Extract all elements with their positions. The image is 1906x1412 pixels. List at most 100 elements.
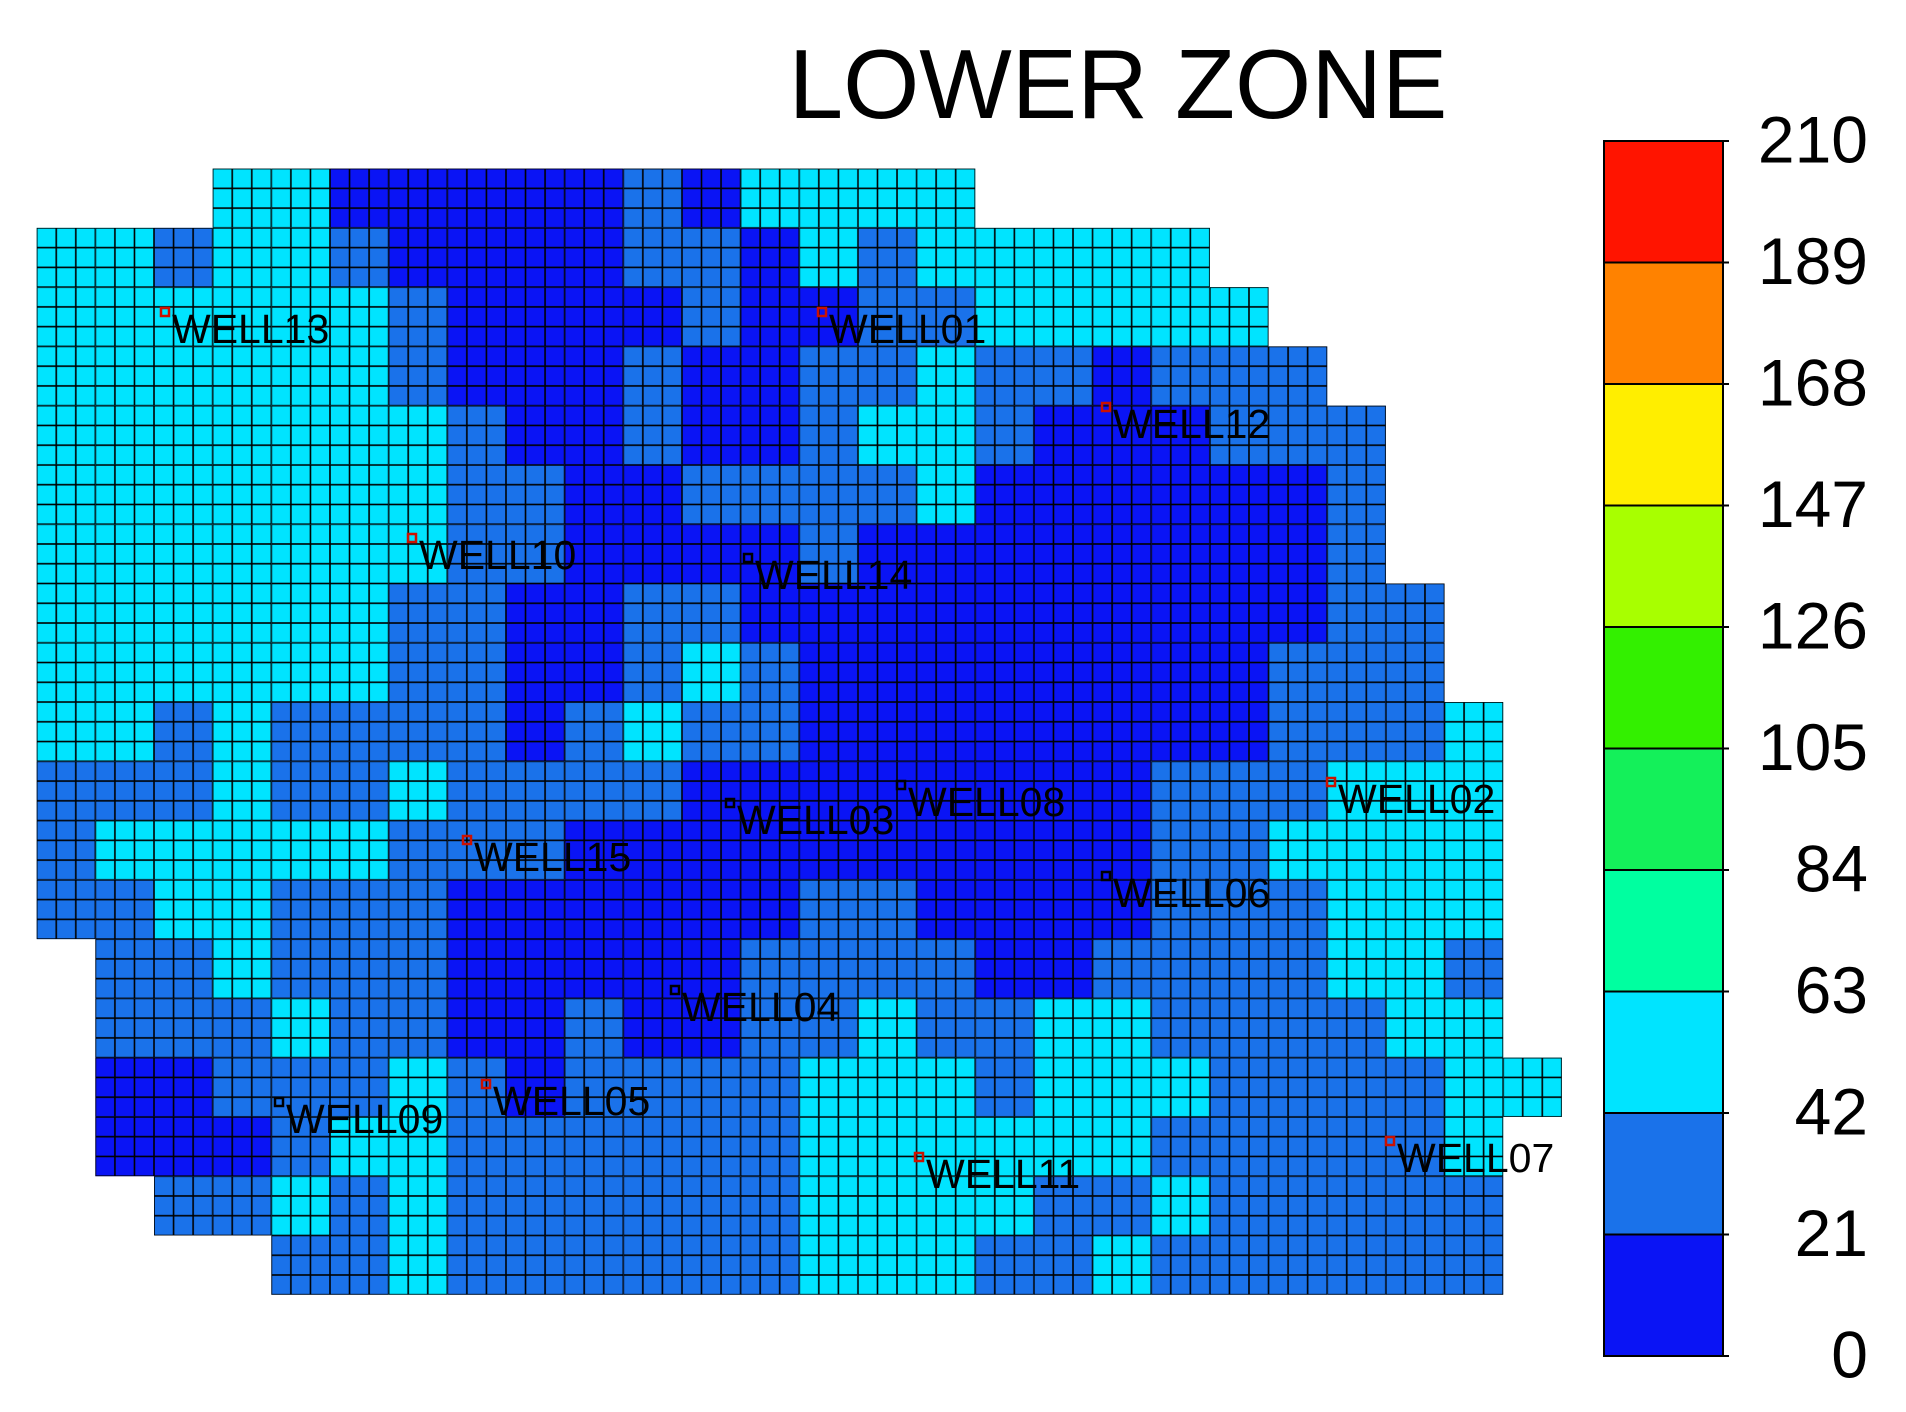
- cell-mesh: [271, 464, 330, 525]
- cell-mesh: [1092, 227, 1152, 288]
- cell-mesh: [330, 346, 389, 406]
- cell-mesh: [1444, 879, 1504, 940]
- cell-mesh: [95, 998, 155, 1058]
- cell-mesh: [1033, 1057, 1093, 1117]
- cell-mesh: [799, 1235, 858, 1295]
- cell-mesh: [740, 939, 800, 999]
- cell-mesh: [388, 939, 448, 999]
- well-marker: [742, 552, 754, 564]
- cell-mesh: [1385, 642, 1445, 703]
- colorbar-segment: [1603, 1112, 1724, 1236]
- cell-mesh: [36, 287, 96, 347]
- cell-mesh: [623, 1176, 682, 1236]
- cell-mesh: [1327, 761, 1386, 821]
- cell-mesh: [330, 227, 389, 288]
- well-label: WELL02: [1338, 776, 1495, 822]
- cell-mesh: [1033, 1235, 1093, 1295]
- cell-mesh: [212, 346, 272, 406]
- cell-mesh: [212, 405, 272, 465]
- cell-mesh: [1033, 287, 1093, 347]
- colorbar-segment: [1603, 140, 1724, 264]
- cell-mesh: [681, 998, 741, 1058]
- well-marker: [1100, 870, 1112, 882]
- cell-mesh: [95, 227, 155, 288]
- well-marker: [1384, 1135, 1396, 1147]
- cell-mesh: [447, 642, 506, 703]
- cell-mesh: [1092, 642, 1152, 703]
- colorbar-segment: [1603, 626, 1724, 750]
- cell-mesh: [154, 405, 213, 465]
- cell-mesh: [1385, 1235, 1445, 1295]
- cell-mesh: [95, 939, 155, 999]
- cell-mesh: [1151, 761, 1210, 821]
- cell-mesh: [505, 287, 565, 347]
- cell-mesh: [1268, 998, 1328, 1058]
- cell-mesh: [1327, 464, 1386, 525]
- cell-mesh: [740, 583, 800, 643]
- cell-mesh: [975, 227, 1034, 288]
- cell-mesh: [740, 1116, 800, 1177]
- cell-mesh: [505, 346, 565, 406]
- cell-mesh: [271, 820, 330, 880]
- cell-mesh: [154, 1176, 213, 1236]
- cell-mesh: [681, 583, 741, 643]
- cell-mesh: [681, 287, 741, 347]
- cell-mesh: [857, 1235, 917, 1295]
- cell-mesh: [1092, 583, 1152, 643]
- cell-mesh: [1444, 1057, 1504, 1117]
- cell-mesh: [271, 287, 330, 347]
- cell-mesh: [1327, 524, 1386, 584]
- colorbar-label: 63: [1795, 953, 1868, 1027]
- cell-mesh: [1268, 939, 1328, 999]
- cell-mesh: [740, 405, 800, 465]
- cell-mesh: [564, 998, 624, 1058]
- cell-mesh: [1209, 879, 1269, 940]
- cell-mesh: [623, 820, 682, 880]
- cell-mesh: [1092, 464, 1152, 525]
- cell-mesh: [388, 702, 448, 762]
- cell-mesh: [1209, 464, 1269, 525]
- cell-mesh: [1033, 1116, 1093, 1177]
- cell-mesh: [330, 1057, 389, 1117]
- cell-mesh: [681, 464, 741, 525]
- cell-mesh: [447, 820, 506, 880]
- cell-mesh: [1209, 761, 1269, 821]
- cell-mesh: [1033, 464, 1093, 525]
- cell-mesh: [330, 287, 389, 347]
- cell-mesh: [154, 879, 213, 940]
- cell-mesh: [447, 998, 506, 1058]
- cell-mesh: [1268, 405, 1328, 465]
- cell-mesh: [681, 227, 741, 288]
- cell-mesh: [505, 1116, 565, 1177]
- cell-mesh: [330, 464, 389, 525]
- cell-mesh: [623, 346, 682, 406]
- cell-mesh: [154, 227, 213, 288]
- cell-mesh: [95, 583, 155, 643]
- cell-mesh: [681, 702, 741, 762]
- cell-mesh: [1092, 1057, 1152, 1117]
- cell-mesh: [330, 642, 389, 703]
- cell-mesh: [975, 702, 1034, 762]
- cell-mesh: [799, 405, 858, 465]
- cell-mesh: [740, 998, 800, 1058]
- cell-mesh: [799, 642, 858, 703]
- cell-mesh: [1503, 1057, 1562, 1117]
- cell-mesh: [1033, 405, 1093, 465]
- cell-mesh: [799, 1057, 858, 1117]
- cell-mesh: [1385, 702, 1445, 762]
- cell-mesh: [975, 464, 1034, 525]
- cell-mesh: [1268, 1176, 1328, 1236]
- cell-mesh: [1151, 998, 1210, 1058]
- cell-mesh: [681, 1235, 741, 1295]
- colorbar-label: 126: [1758, 588, 1868, 662]
- cell-mesh: [1151, 524, 1210, 584]
- cell-mesh: [916, 879, 976, 940]
- cell-mesh: [1209, 998, 1269, 1058]
- well-marker: [406, 532, 418, 544]
- cell-mesh: [857, 879, 917, 940]
- cell-mesh: [623, 287, 682, 347]
- well-label: WELL08: [908, 779, 1065, 825]
- cell-mesh: [916, 702, 976, 762]
- cell-mesh: [1209, 1057, 1269, 1117]
- chart-title: LOWER ZONE: [789, 29, 1448, 139]
